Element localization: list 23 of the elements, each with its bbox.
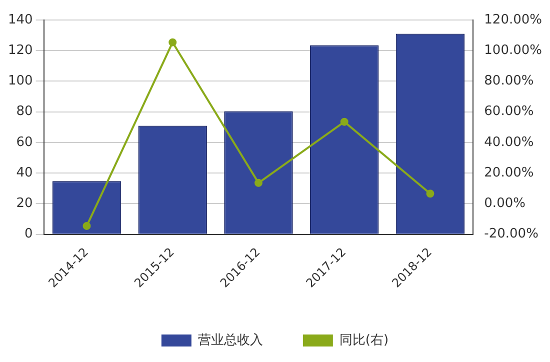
legend-label: 同比(右): [339, 332, 389, 348]
y2-tick-label: 40.00%: [484, 134, 534, 150]
y-tick-label: 120: [8, 43, 33, 58]
y2-tick-label: 100.00%: [484, 43, 542, 58]
point: [340, 118, 348, 126]
y2-tick-label: 60.00%: [484, 104, 534, 120]
y-tick-label: 140: [8, 12, 33, 28]
point: [82, 222, 91, 230]
y-tick-label: 100: [8, 74, 33, 89]
y2-tick-label: -20.00%: [484, 226, 538, 242]
y2-tick-label: 120.00%: [484, 12, 542, 28]
point: [426, 190, 434, 198]
y-tick-label: 40: [16, 165, 33, 180]
y-tick-label: 0: [24, 226, 33, 242]
y2-tick-label: 0.00%: [484, 196, 526, 212]
y-tick-label: 20: [16, 196, 33, 212]
legend-label: 营业总收入: [198, 332, 263, 348]
point: [254, 178, 262, 187]
point: [168, 38, 177, 46]
y2-tick-label: 20.00%: [484, 165, 534, 180]
y-tick-label: 80: [16, 104, 33, 120]
y2-tick-label: 80.00%: [484, 74, 534, 89]
y-tick-label: 60: [16, 134, 33, 150]
